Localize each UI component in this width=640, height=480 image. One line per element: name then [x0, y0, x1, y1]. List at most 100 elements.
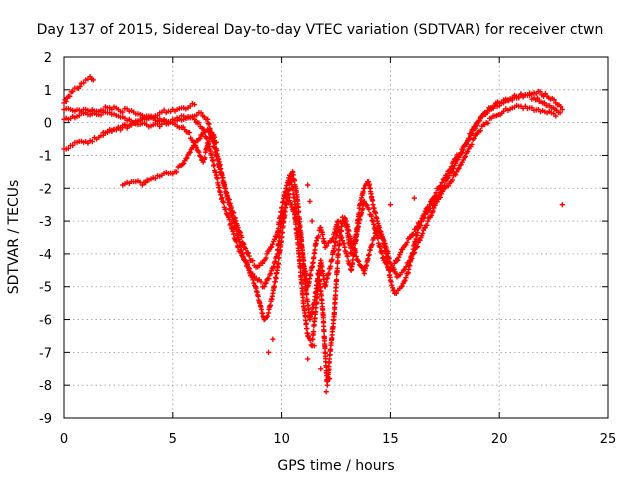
data-point — [441, 176, 448, 182]
y-tick-label: -5 — [39, 281, 52, 296]
data-point — [273, 254, 280, 260]
data-point — [307, 198, 313, 204]
y-tick-label: -3 — [39, 215, 52, 230]
data-point — [534, 95, 541, 101]
data-point — [412, 249, 418, 256]
data-point — [70, 88, 76, 95]
data-point — [227, 200, 233, 207]
data-point — [331, 229, 338, 235]
data-point — [279, 204, 285, 211]
y-axis-label: SDTVAR / TECUs — [6, 180, 22, 295]
data-point — [311, 329, 317, 335]
data-point — [311, 343, 317, 349]
series-band-d — [100, 113, 219, 165]
data-point — [458, 150, 464, 156]
data-point — [70, 142, 76, 149]
data-point — [230, 228, 236, 235]
data-point — [152, 175, 158, 182]
plot-frame — [63, 56, 609, 419]
data-point — [246, 253, 252, 259]
data-point — [329, 256, 335, 263]
y-tick-label: -8 — [39, 379, 52, 394]
data-point — [399, 283, 405, 289]
data-point — [315, 283, 321, 290]
data-point — [313, 238, 320, 244]
data-point — [206, 138, 212, 144]
data-point — [417, 237, 423, 243]
data-point — [485, 120, 491, 126]
data-point — [301, 258, 307, 264]
data-point — [242, 246, 249, 252]
data-point — [541, 100, 548, 106]
data-point — [430, 208, 436, 214]
data-point — [361, 185, 367, 191]
data-point — [224, 211, 230, 218]
data-point — [351, 246, 357, 252]
data-point — [244, 261, 251, 267]
data-point — [330, 235, 336, 241]
data-point — [197, 153, 203, 159]
data-point — [187, 149, 193, 155]
y-tick-label: 1 — [44, 84, 52, 99]
data-point — [226, 217, 232, 223]
data-point — [425, 206, 432, 212]
y-tick-label: -4 — [39, 248, 52, 263]
data-point — [299, 245, 305, 251]
data-point — [211, 162, 217, 168]
data-point — [527, 92, 533, 98]
data-point — [371, 221, 377, 227]
data-point — [193, 144, 199, 151]
data-point — [197, 135, 203, 142]
data-point — [324, 243, 330, 249]
data-point — [76, 112, 82, 119]
data-point — [233, 218, 239, 224]
data-point — [228, 221, 234, 227]
data-marks — [61, 74, 565, 395]
data-point — [259, 260, 266, 266]
data-point — [286, 187, 292, 193]
data-point — [413, 226, 419, 232]
data-point — [285, 178, 291, 184]
data-point — [350, 240, 356, 246]
data-point — [240, 253, 246, 260]
data-point — [387, 202, 393, 208]
data-point — [152, 115, 158, 121]
data-point — [237, 230, 243, 236]
series-band-b — [61, 91, 563, 349]
data-point — [356, 258, 362, 264]
data-point — [213, 139, 219, 145]
data-point — [184, 155, 190, 161]
data-point — [448, 164, 454, 170]
x-tick-label: 25 — [600, 432, 617, 447]
data-point — [309, 310, 315, 316]
data-point — [206, 121, 212, 127]
data-point — [241, 241, 247, 247]
data-point — [233, 238, 239, 244]
data-point — [327, 263, 334, 269]
data-point — [334, 265, 340, 271]
data-point — [346, 228, 352, 234]
data-point — [198, 154, 204, 160]
data-point — [466, 135, 472, 141]
data-point — [406, 261, 412, 267]
data-point — [425, 218, 431, 224]
data-point — [403, 275, 409, 281]
x-axis-label: GPS time / hours — [277, 458, 394, 474]
data-point — [334, 221, 340, 228]
data-point — [428, 212, 434, 218]
data-point — [263, 255, 269, 261]
data-point — [326, 376, 333, 382]
data-point — [418, 218, 424, 224]
data-point — [369, 241, 375, 247]
y-tick-label: 2 — [44, 51, 52, 66]
data-point — [445, 183, 452, 189]
data-point — [417, 221, 423, 228]
data-point — [345, 253, 351, 259]
data-point — [272, 258, 278, 265]
data-point — [305, 356, 311, 362]
data-point — [355, 257, 361, 264]
data-point — [371, 235, 378, 241]
data-point — [439, 179, 445, 186]
data-point — [440, 188, 446, 195]
